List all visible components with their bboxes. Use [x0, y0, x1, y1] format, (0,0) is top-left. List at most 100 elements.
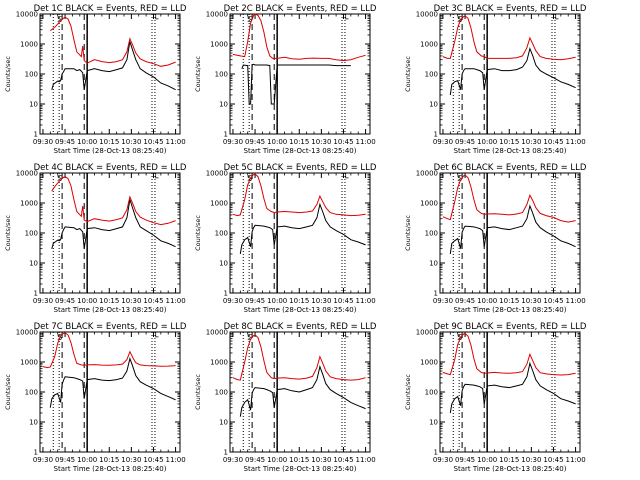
x-tick-label: 10:30 — [521, 297, 541, 305]
y-tick-label: 1000 — [420, 359, 438, 367]
x-tick-label: 09:30 — [223, 297, 243, 305]
marker-s-glyph: S — [57, 174, 62, 183]
x-tick-label: 10:45 — [333, 297, 353, 305]
chart-panel-2: Det 2C BLACK = Events, RED = LLD Counts/s… — [194, 4, 377, 155]
y-tick-label: 10 — [219, 419, 228, 427]
x-tick-label: 11:00 — [565, 138, 585, 146]
x-tick-label: 10:30 — [521, 456, 541, 464]
y-tick-label: 10000 — [16, 329, 38, 337]
x-tick-label: 10:30 — [311, 297, 331, 305]
x-tick-label: 11:00 — [565, 456, 585, 464]
plot-frame — [39, 172, 181, 294]
x-axis-label: Start Time (28-Oct-13 08:25:40) — [454, 465, 567, 473]
chart-panel-8: Det 8C BLACK = Events, RED = LLD Counts/s… — [194, 322, 377, 473]
x-tick-label: 10:45 — [143, 138, 163, 146]
x-tick-label: 10:45 — [143, 297, 163, 305]
plot-frame — [439, 13, 581, 135]
x-tick-label: 10:00 — [77, 138, 97, 146]
events-series-line — [449, 361, 576, 414]
x-tick-label: 10:00 — [477, 138, 497, 146]
y-tick-label: 10000 — [416, 329, 438, 337]
y-tick-label: 10 — [29, 419, 38, 427]
y-tick-label: 1 — [34, 131, 38, 139]
y-tick-label: 10 — [219, 101, 228, 109]
marker-bracket-glyph: └ — [553, 13, 559, 25]
lld-series-line — [442, 15, 576, 61]
y-tick-label: 1 — [434, 131, 438, 139]
y-tick-label: 100 — [215, 71, 228, 79]
x-tick-label: 10:00 — [477, 456, 497, 464]
y-tick-label: 1000 — [420, 41, 438, 49]
marker-bracket-glyph: └ — [553, 331, 559, 343]
y-tick-label: 10 — [429, 101, 438, 109]
panel-title: Det 7C BLACK = Events, RED = LLD — [34, 322, 187, 332]
y-axis-label: Counts/sec — [404, 56, 412, 92]
y-tick-label: 100 — [425, 230, 438, 238]
y-axis-label: Counts/sec — [4, 374, 12, 410]
x-tick-label: 11:00 — [165, 297, 185, 305]
marker-bracket-glyph: └ — [553, 172, 559, 184]
panel-title: Det 6C BLACK = Events, RED = LLD — [434, 163, 587, 173]
marker-s-glyph: S — [457, 15, 462, 24]
y-tick-label: 100 — [215, 230, 228, 238]
y-tick-label: 10000 — [16, 170, 38, 178]
y-axis-label: Counts/sec — [194, 56, 202, 92]
y-tick-label: 1000 — [210, 41, 228, 49]
x-axis-label: Start Time (28-Oct-13 08:25:40) — [454, 306, 567, 314]
plot-frame — [229, 172, 371, 294]
y-tick-label: 100 — [425, 389, 438, 397]
y-axis-label: Counts/sec — [4, 56, 12, 92]
lld-series-line — [232, 13, 366, 62]
x-tick-label: 09:30 — [433, 456, 453, 464]
x-tick-label: 11:00 — [165, 138, 185, 146]
x-tick-label: 11:00 — [565, 297, 585, 305]
y-tick-label: 10 — [219, 260, 228, 268]
y-tick-label: 1 — [34, 449, 38, 457]
x-tick-label: 10:30 — [121, 297, 141, 305]
marker-bracket-glyph: └ — [343, 331, 349, 343]
x-tick-label: 09:45 — [245, 297, 265, 305]
y-tick-label: 1000 — [210, 359, 228, 367]
y-tick-label: 1000 — [20, 41, 38, 49]
x-axis-label: Start Time (28-Oct-13 08:25:40) — [244, 147, 357, 155]
marker-s-glyph: S — [247, 174, 252, 183]
x-tick-label: 09:30 — [433, 297, 453, 305]
marker-bracket-glyph: └ — [153, 13, 159, 25]
y-tick-label: 10 — [429, 260, 438, 268]
events-series-line — [239, 202, 366, 255]
marker-bracket-glyph: └ — [343, 172, 349, 184]
y-tick-label: 10000 — [206, 329, 228, 337]
x-tick-label: 10:45 — [543, 297, 563, 305]
y-tick-label: 100 — [25, 230, 38, 238]
y-tick-label: 1 — [434, 449, 438, 457]
x-tick-label: 10:00 — [477, 297, 497, 305]
x-tick-label: 10:15 — [99, 138, 119, 146]
y-axis-label: Counts/sec — [194, 215, 202, 251]
y-tick-label: 1 — [434, 290, 438, 298]
marker-s-glyph: S — [247, 15, 252, 24]
x-tick-label: 11:00 — [165, 456, 185, 464]
x-tick-label: 10:15 — [289, 456, 309, 464]
y-tick-label: 100 — [425, 71, 438, 79]
marker-bracket-glyph: └ — [153, 172, 159, 184]
x-tick-label: 09:30 — [33, 297, 53, 305]
x-tick-label: 10:15 — [289, 138, 309, 146]
events-series-line — [51, 199, 176, 249]
y-tick-label: 100 — [215, 389, 228, 397]
x-tick-label: 11:00 — [355, 138, 375, 146]
x-tick-label: 10:45 — [333, 138, 353, 146]
events-series-line — [449, 46, 576, 96]
chart-panel-7: Det 7C BLACK = Events, RED = LLD Counts/s… — [4, 322, 187, 473]
plot-frame — [439, 172, 581, 294]
chart-panel-4: Det 4C BLACK = Events, RED = LLD Counts/s… — [4, 163, 187, 314]
events-series-line — [51, 41, 176, 91]
y-axis-label: Counts/sec — [404, 374, 412, 410]
x-tick-label: 09:45 — [455, 297, 475, 305]
lld-series-line — [232, 173, 366, 217]
plot-frame — [229, 13, 371, 135]
x-tick-label: 10:30 — [121, 138, 141, 146]
marker-s-glyph: S — [457, 174, 462, 183]
lld-series-line — [232, 334, 366, 381]
x-tick-label: 09:45 — [455, 456, 475, 464]
